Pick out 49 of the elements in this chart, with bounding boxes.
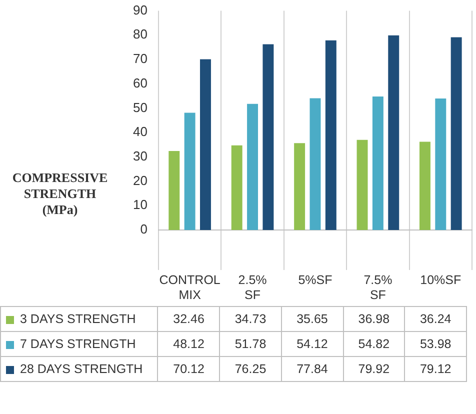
- data-label: 36.24: [404, 306, 466, 332]
- y-tick-label: 80: [132, 26, 148, 42]
- bar: [310, 98, 321, 230]
- bar: [294, 143, 306, 230]
- bar: [388, 35, 400, 230]
- x-tick-label: 7.5% SF: [364, 272, 392, 302]
- bar: [435, 98, 446, 230]
- bar: [419, 142, 430, 230]
- data-label: 36.98: [343, 306, 405, 332]
- legend-label: 7 DAYS STRENGTH: [0, 332, 158, 356]
- bar: [200, 59, 211, 230]
- data-label: 76.25: [220, 356, 282, 382]
- data-label: 34.73: [220, 306, 282, 332]
- bar: [325, 40, 336, 230]
- data-label: 48.12: [158, 332, 220, 356]
- y-tick-label: 60: [132, 75, 148, 90]
- bar: [168, 150, 180, 230]
- data-label: 54.12: [281, 332, 344, 356]
- x-tick-label: CONTROL MIX: [159, 272, 220, 302]
- bar: [231, 145, 242, 230]
- bar: [450, 37, 462, 230]
- data-label: 51.78: [220, 332, 282, 356]
- x-tick-label: 2.5% SF: [238, 272, 267, 302]
- bar: [262, 44, 274, 230]
- y-tick-label: 50: [132, 100, 148, 115]
- data-label: 53.98: [404, 332, 466, 356]
- y-tick-label: 0: [140, 222, 148, 237]
- data-label: 70.12: [158, 356, 220, 382]
- y-tick-label: 30: [132, 148, 148, 164]
- data-label: 79.92: [343, 356, 405, 382]
- data-label: 54.82: [343, 332, 405, 356]
- data-label: 77.84: [281, 356, 344, 382]
- data-label: 79.12: [404, 356, 466, 382]
- legend-label: 3 DAYS STRENGTH: [0, 306, 158, 332]
- x-tick-label: 5%SF: [298, 272, 333, 287]
- data-label: 32.46: [158, 306, 220, 332]
- y-tick-label: 10: [132, 197, 148, 212]
- y-tick-label: 20: [132, 172, 148, 188]
- data-label: 35.65: [281, 306, 344, 332]
- x-tick-label: 10%SF: [420, 272, 462, 287]
- y-tick-label: 90: [132, 2, 148, 18]
- bar: [356, 140, 368, 230]
- y-axis-title: COMPRESSIVE STRENGTH (MPa): [11, 170, 109, 218]
- legend-label: 28 DAYS STRENGTH: [0, 356, 158, 382]
- y-tick-label: 70: [132, 51, 148, 66]
- bar: [372, 96, 384, 230]
- y-tick-label: 40: [132, 124, 148, 140]
- bar: [247, 104, 258, 230]
- bar: [184, 112, 196, 230]
